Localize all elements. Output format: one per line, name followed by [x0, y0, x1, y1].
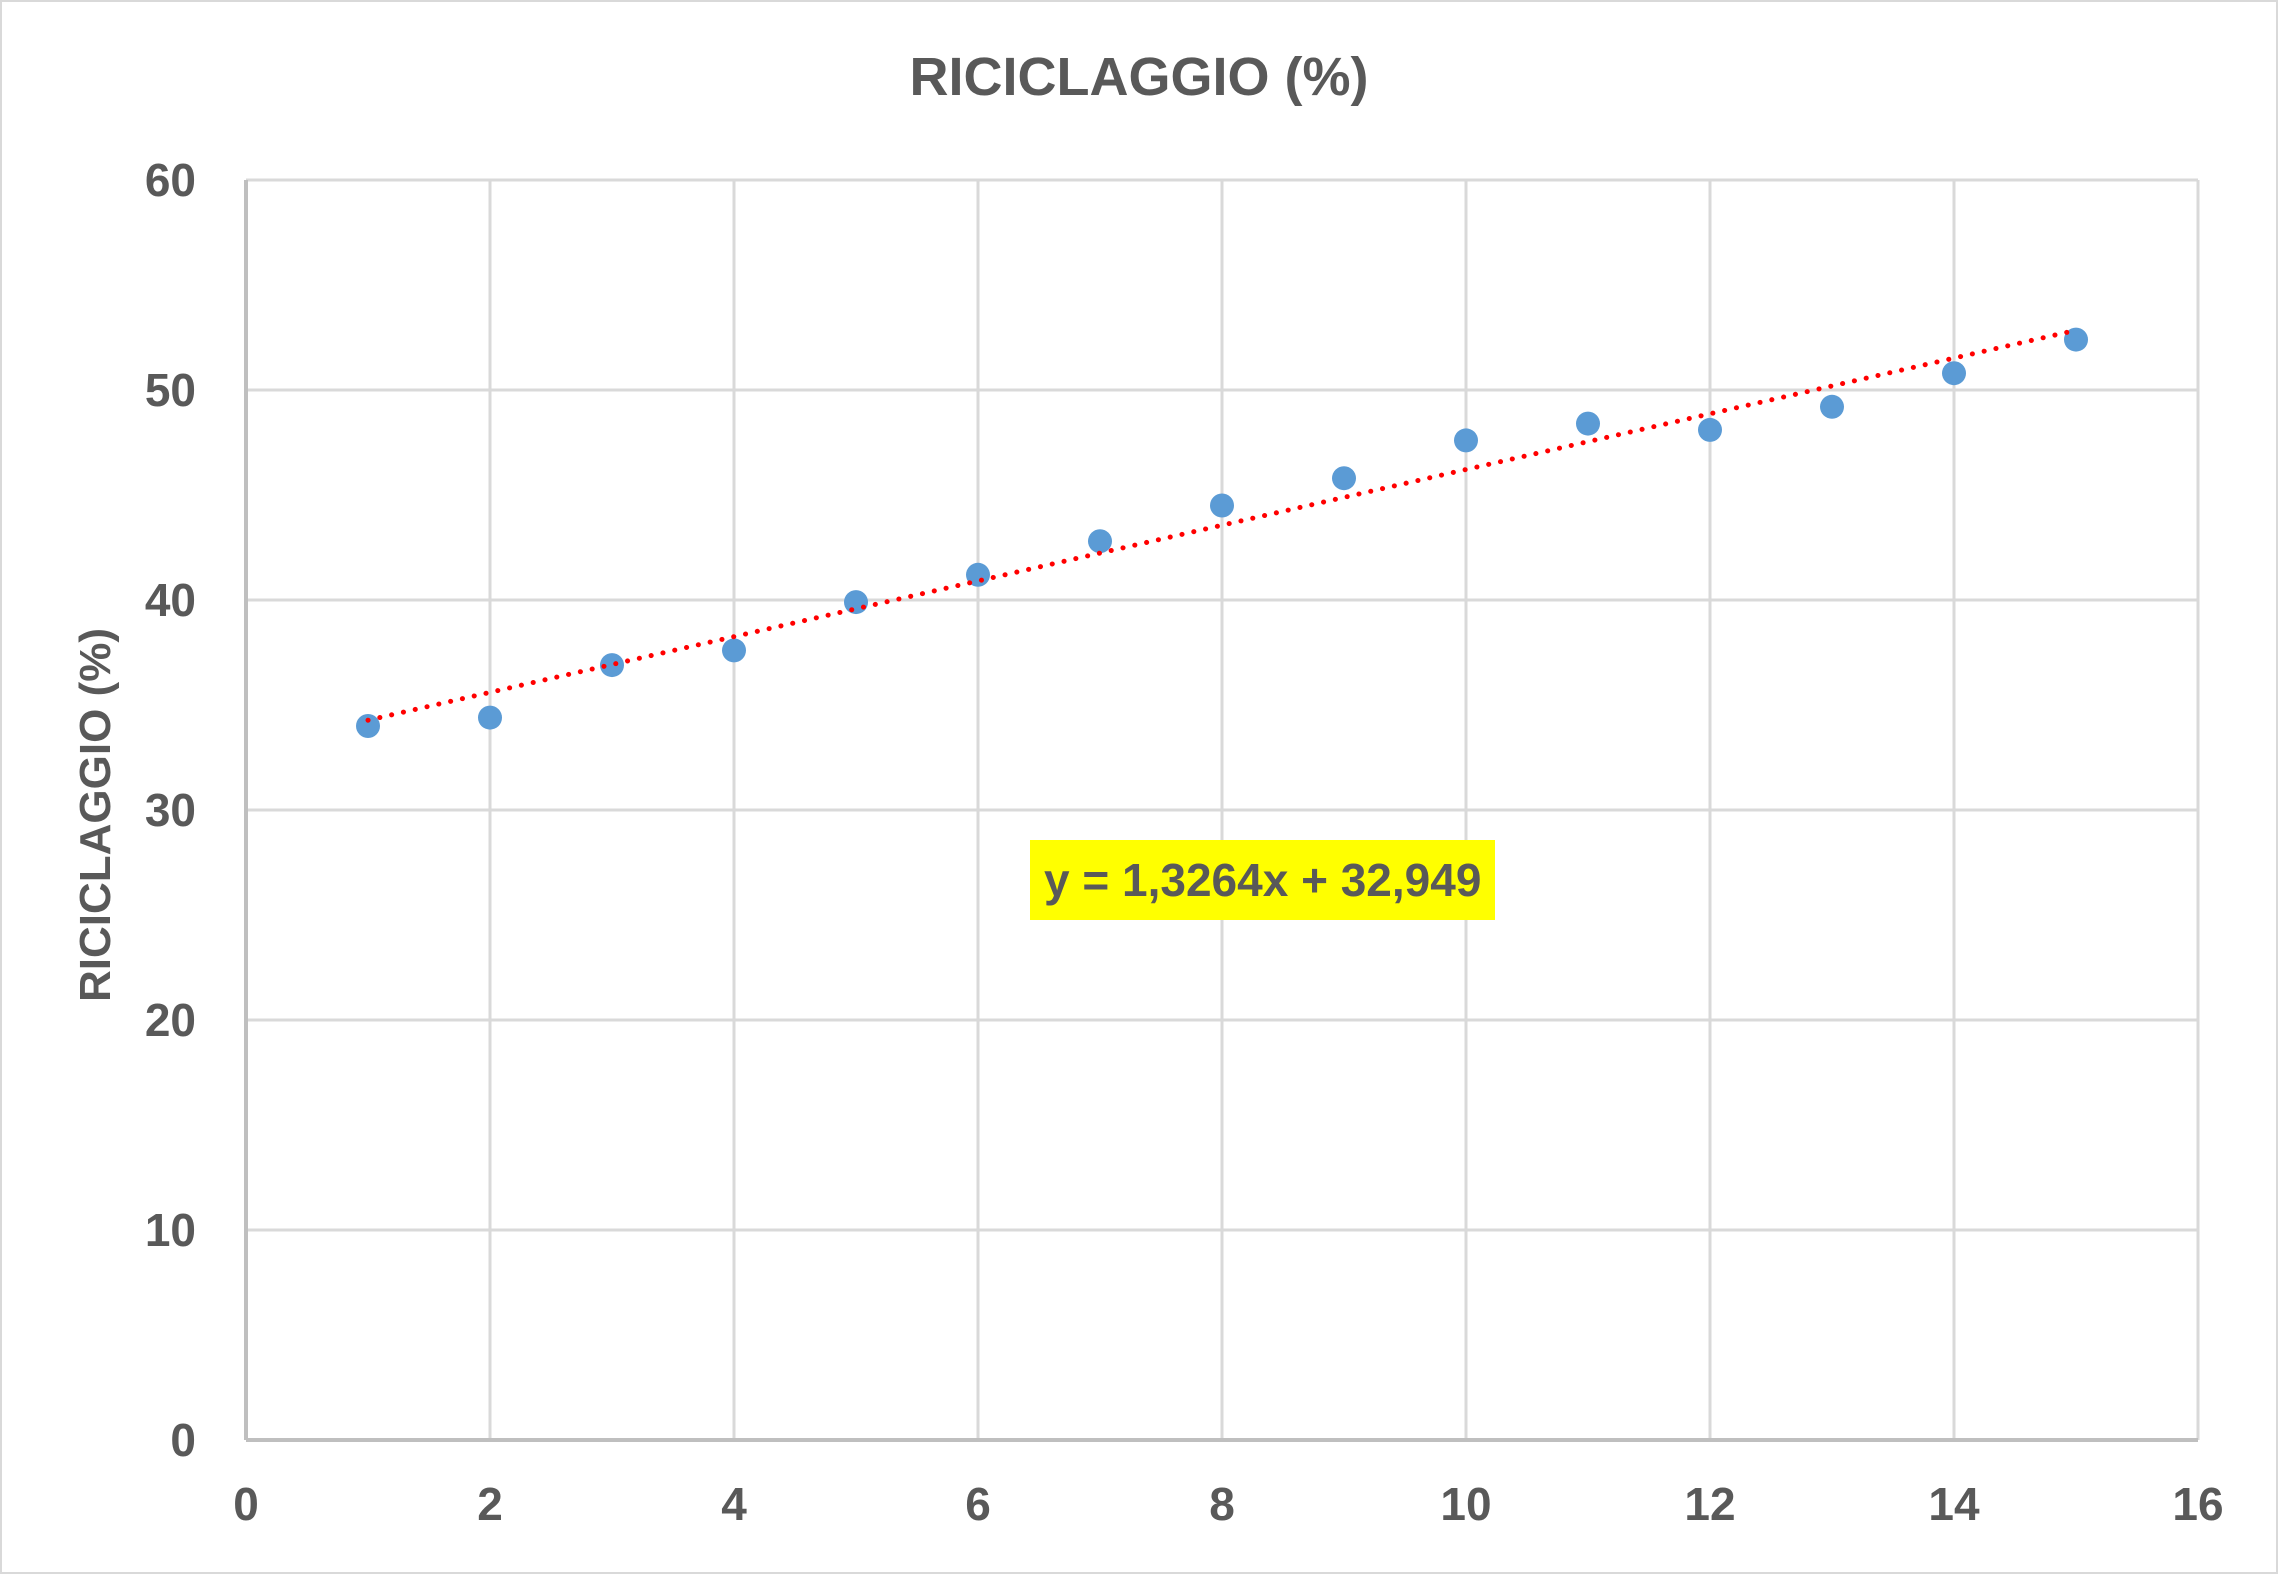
trendline [365, 327, 2079, 723]
x-tick-label: 10 [1440, 1478, 1491, 1530]
x-tick-label: 16 [2172, 1478, 2223, 1530]
y-tick-label: 40 [145, 574, 196, 626]
y-tick-label: 30 [145, 784, 196, 836]
y-tick-label: 20 [145, 994, 196, 1046]
x-tick-label: 6 [965, 1478, 991, 1530]
x-tick-label: 4 [721, 1478, 747, 1530]
data-point-marker [844, 590, 868, 615]
data-point-marker [2064, 327, 2088, 352]
y-tick-label: 60 [145, 154, 196, 206]
x-tick-label: 12 [1684, 1478, 1735, 1530]
x-tick-label: 0 [233, 1478, 259, 1530]
data-point-marker [966, 562, 990, 587]
data-point-marker [1820, 394, 1844, 419]
data-point-marker [1088, 529, 1112, 554]
chart-title: RICICLAGGIO (%) [909, 47, 1369, 107]
data-point-marker [1454, 428, 1478, 453]
data-point-marker [1942, 361, 1966, 386]
trendline-equation-label: y = 1,3264x + 32,949 [1030, 840, 1496, 920]
data-point-marker [1698, 417, 1722, 442]
x-tick-label: 8 [1209, 1478, 1235, 1530]
data-point-marker [722, 638, 746, 663]
data-point-marker [478, 705, 502, 730]
data-point-marker [1210, 493, 1234, 518]
data-point-marker [1576, 411, 1600, 436]
y-tick-label: 50 [145, 364, 196, 416]
data-point-marker [1332, 466, 1356, 491]
x-tick-label: 2 [477, 1478, 503, 1530]
data-point-marker [600, 653, 624, 678]
x-tick-label: 14 [1928, 1478, 1980, 1530]
data-point-marker [356, 714, 380, 738]
y-tick-label: 0 [170, 1414, 196, 1466]
y-tick-label: 10 [145, 1204, 196, 1256]
